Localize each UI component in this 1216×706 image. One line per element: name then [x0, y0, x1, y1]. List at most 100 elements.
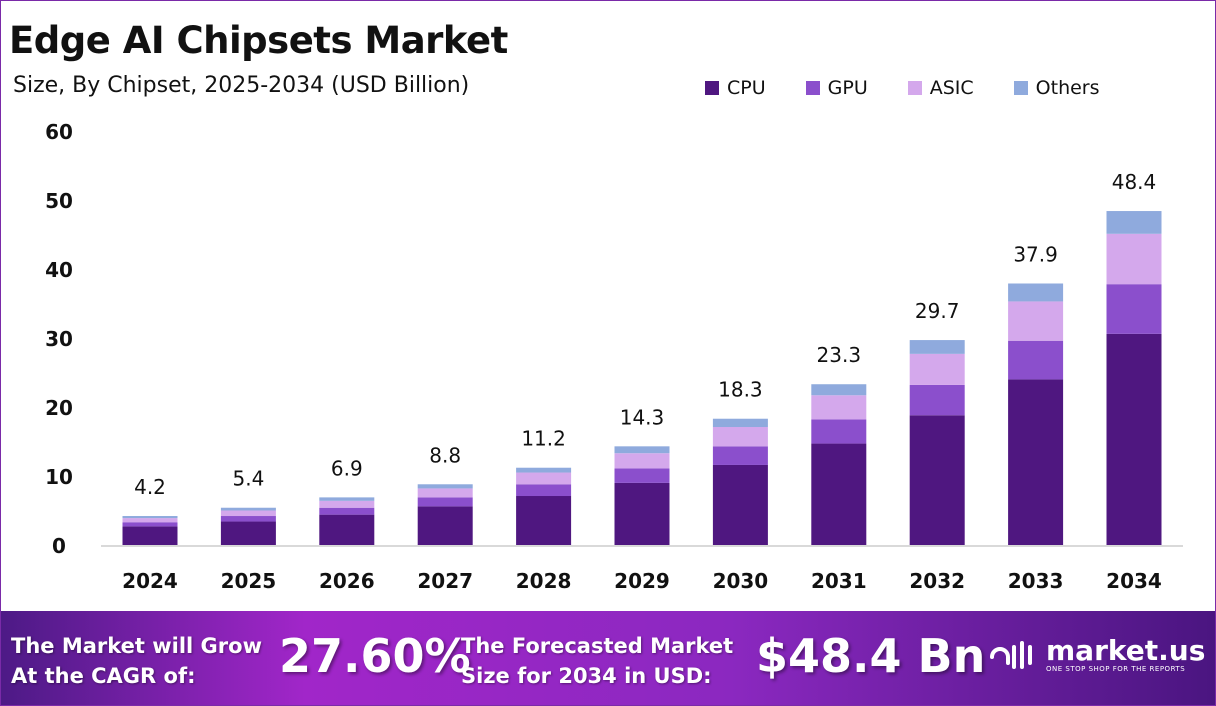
bar-segment-gpu-2027 [417, 497, 473, 507]
cagr-label-line2: At the CAGR of: [11, 664, 196, 688]
bar-segment-cpu-2028 [516, 496, 572, 545]
legend-item-gpu: GPU [805, 77, 868, 99]
brand-logo-icon [990, 641, 1032, 669]
y-tick-label: 40 [45, 258, 73, 282]
x-tick-label: 2027 [417, 569, 473, 593]
brand-tagline: ONE STOP SHOP FOR THE REPORTS [1046, 665, 1186, 673]
bar-segment-others-2024 [122, 516, 178, 519]
y-tick-label: 60 [45, 120, 73, 144]
bar-segment-asic-2032 [909, 353, 965, 385]
data-label-total-2027: 8.8 [429, 443, 461, 467]
x-tick-label: 2031 [811, 569, 867, 593]
bar-segment-cpu-2025 [220, 521, 276, 545]
y-tick-label: 0 [52, 534, 66, 558]
legend: CPU GPU ASIC Others [705, 77, 1140, 99]
bar-segment-others-2033 [1008, 283, 1064, 302]
legend-item-cpu: CPU [705, 77, 766, 99]
bar-segment-gpu-2032 [909, 384, 965, 416]
chart-title: Edge AI Chipsets Market [9, 19, 508, 62]
bar-segment-others-2032 [909, 340, 965, 354]
bar-segment-asic-2028 [516, 472, 572, 485]
bar-segment-cpu-2031 [811, 443, 867, 545]
bar-segment-gpu-2033 [1008, 340, 1064, 380]
bar-segment-cpu-2033 [1008, 379, 1064, 545]
bar-segment-others-2025 [220, 507, 276, 511]
legend-item-others: Others [1013, 77, 1100, 99]
legend-label: CPU [727, 77, 766, 99]
bar-segment-cpu-2024 [122, 526, 178, 545]
bar-segment-asic-2033 [1008, 301, 1064, 341]
x-tick-label: 2029 [614, 569, 670, 593]
bar-segment-gpu-2026 [319, 507, 375, 515]
legend-swatch [907, 81, 922, 95]
legend-label: ASIC [929, 77, 974, 99]
legend-swatch [705, 81, 719, 95]
y-tick-label: 30 [45, 327, 73, 351]
y-tick-label: 10 [45, 465, 73, 489]
brand-logo: market.us ONE STOP SHOP FOR THE REPORTS [986, 635, 1205, 675]
bar-segment-others-2027 [417, 484, 473, 489]
bar-segment-others-2026 [319, 497, 375, 501]
bar-segment-others-2031 [811, 384, 867, 396]
legend-item-asic: ASIC [907, 77, 974, 99]
x-tick-label: 2030 [713, 569, 769, 593]
legend-swatch [805, 81, 820, 95]
data-label-total-2033: 37.9 [1013, 242, 1058, 266]
chart-subtitle: Size, By Chipset, 2025-2034 (USD Billion… [13, 73, 470, 98]
forecast-label: The Forecasted Market Size for 2034 in U… [461, 631, 733, 691]
bar-segment-asic-2025 [220, 510, 276, 517]
data-label-total-2034: 48.4 [1112, 170, 1157, 194]
x-tick-label: 2034 [1106, 569, 1162, 593]
bar-segment-gpu-2031 [811, 419, 867, 444]
bar-segment-cpu-2029 [614, 482, 670, 545]
bar-segment-gpu-2034 [1106, 284, 1162, 334]
x-tick-label: 2033 [1008, 569, 1064, 593]
x-tick-label: 2032 [909, 569, 965, 593]
bar-segment-others-2030 [712, 418, 768, 428]
bar-segment-asic-2030 [712, 427, 768, 447]
cagr-label-line1: The Market will Grow [11, 634, 262, 658]
data-label-total-2024: 4.2 [134, 475, 166, 499]
bar-segment-gpu-2025 [220, 516, 276, 522]
bar-segment-cpu-2026 [319, 514, 375, 545]
cagr-value: 27.60% [279, 629, 471, 683]
plot-area: 01020304050604.220245.420256.920268.8202… [45, 120, 1183, 593]
legend-label: GPU [827, 77, 868, 99]
bar-segment-cpu-2032 [909, 415, 965, 545]
bar-segment-asic-2024 [122, 518, 178, 523]
bar-segment-others-2028 [516, 467, 572, 473]
data-label-total-2028: 11.2 [521, 427, 566, 451]
y-tick-label: 50 [45, 189, 73, 213]
bar-segment-others-2029 [614, 446, 670, 454]
data-label-total-2031: 23.3 [817, 343, 862, 367]
forecast-label-line1: The Forecasted Market [461, 634, 734, 658]
legend-label: Others [1035, 77, 1100, 99]
bar-segment-asic-2034 [1106, 233, 1162, 285]
x-tick-label: 2028 [516, 569, 572, 593]
bar-segment-gpu-2024 [122, 522, 178, 527]
brand-name: market.us [1046, 634, 1206, 667]
data-label-total-2032: 29.7 [915, 299, 960, 323]
x-tick-label: 2025 [221, 569, 277, 593]
cagr-label: The Market will Grow At the CAGR of: [11, 631, 262, 691]
data-label-total-2030: 18.3 [718, 378, 763, 402]
forecast-label-line2: Size for 2034 in USD: [461, 664, 712, 688]
bar-segment-cpu-2034 [1106, 333, 1162, 545]
legend-swatch [1013, 81, 1028, 95]
x-tick-label: 2024 [122, 569, 178, 593]
x-tick-label: 2026 [319, 569, 375, 593]
footer-banner: The Market will Grow At the CAGR of: 27.… [1, 611, 1215, 705]
bar-segment-asic-2026 [319, 500, 375, 508]
y-tick-label: 20 [45, 396, 73, 420]
data-label-total-2025: 5.4 [232, 467, 264, 491]
bar-segment-cpu-2027 [417, 506, 473, 545]
bar-segment-asic-2031 [811, 395, 867, 420]
bar-segment-gpu-2030 [712, 446, 768, 465]
data-label-total-2026: 6.9 [331, 456, 363, 480]
bar-segment-others-2034 [1106, 211, 1162, 234]
bar-segment-asic-2027 [417, 488, 473, 498]
bar-segment-gpu-2028 [516, 484, 572, 497]
data-label-total-2029: 14.3 [620, 405, 665, 429]
bar-segment-cpu-2030 [712, 464, 768, 545]
